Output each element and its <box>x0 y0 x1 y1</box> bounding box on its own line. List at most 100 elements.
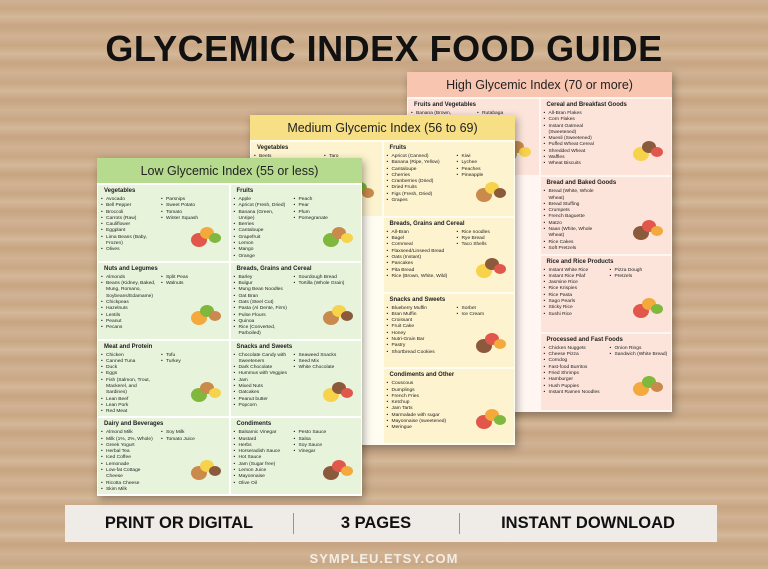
food-section: Nuts and Legumes AlmondsBeans (Kidney, Ba… <box>98 262 229 339</box>
page-header: High Glycemic Index (70 or more) <box>407 72 672 97</box>
food-item: French Fries <box>384 394 454 401</box>
food-item: Soy Milk <box>158 430 218 437</box>
food-item: Fruit Cake <box>384 324 454 331</box>
food-item: Apricot (Canned) <box>384 154 454 161</box>
food-item: Bell Pepper <box>98 203 158 210</box>
food-item: Beans (Kidney, Baked, Mung, Romano, Soyb… <box>98 281 158 300</box>
food-item: All-Bran Flakes <box>541 111 607 118</box>
food-illustration <box>208 310 221 321</box>
food-section: Cereal and Breakfast Goods All-Bran Flake… <box>540 99 671 176</box>
food-section: Fruits Apricot (Canned)Banana (Ripe, Yell… <box>383 142 515 216</box>
food-item: Lean Beef <box>98 397 158 404</box>
food-item: Lentils <box>98 313 158 320</box>
food-item: Sorbet <box>454 306 515 313</box>
food-item: Salsa <box>291 437 351 444</box>
food-item: Hot Sauce <box>231 455 291 462</box>
food-item: Bread Stuffing <box>541 202 607 209</box>
food-item: Barley <box>231 275 291 282</box>
food-illustration <box>494 415 506 425</box>
food-item: Waffles <box>541 155 607 162</box>
food-item: Pasta (Al Dente, Firm) <box>231 306 291 313</box>
food-item: Broccoli <box>98 210 158 217</box>
item-list: AlmondsBeans (Kidney, Baked, Mung, Roman… <box>98 275 158 332</box>
food-item: Vinegar <box>291 449 351 456</box>
food-item: Shortbread Cookies <box>384 350 454 357</box>
food-item: Canned Tuna <box>98 359 158 366</box>
food-item: Hummus with Veggies <box>231 371 291 378</box>
food-item: Berries <box>231 222 291 229</box>
food-item: Mustard <box>231 437 291 444</box>
food-item: Carrots (Raw) <box>98 216 158 223</box>
item-list: Pesto SauceSalsaSoy SauceVinegar <box>291 430 351 455</box>
item-list: ChickenCanned TunaDuckEggsFish (Salmon, … <box>98 353 158 416</box>
guide-page: High Glycemic Index (70 or more) Fruits a… <box>407 72 672 412</box>
food-item: Ice Cream <box>454 312 515 319</box>
food-item: Horseradish Sauce <box>231 449 291 456</box>
section-title: Cereal and Breakfast Goods <box>546 102 627 108</box>
section-title: Breads, Grains and Cereal <box>236 265 312 272</box>
food-item: Marmalade with sugar <box>384 413 454 420</box>
section-title: Condiments <box>236 421 272 428</box>
item-list: Taro <box>321 154 382 161</box>
food-item: Puffed Wheat Cereal <box>541 142 607 149</box>
food-item: Greek Yogurt <box>98 443 158 450</box>
food-item: Chocolate Candy with Sweeteners <box>231 353 291 366</box>
food-item: Skim Milk <box>98 487 158 494</box>
food-item: Red Meat <box>98 409 158 416</box>
item-list: Chocolate Candy with SweetenersDark Choc… <box>231 353 291 410</box>
food-item: Matzo <box>541 221 607 228</box>
food-item: Onion Rings <box>607 346 672 353</box>
food-illustration <box>208 232 221 243</box>
food-item: Sticky Rice <box>541 305 607 312</box>
food-item: Kiwi <box>454 154 515 161</box>
food-section: Vegetables AvocadoBell PepperBroccoliCarr… <box>98 185 229 261</box>
section-title: Vegetables <box>257 145 289 151</box>
section-title: Processed and Fast Foods <box>546 336 623 343</box>
food-item: Chickpeas <box>98 300 158 307</box>
food-section: Dairy and Beverages Almond MilkMilk (1%, … <box>98 418 229 494</box>
food-item: Seaweed Snacks <box>291 353 351 360</box>
section-title: Rice and Rice Products <box>546 258 614 265</box>
food-item: Fish (Salmon, Trout, Mackerel, and Sardi… <box>98 378 158 397</box>
feature-bar: PRINT OR DIGITAL 3 PAGES INSTANT DOWNLOAD <box>65 505 717 542</box>
item-list: PeachPearPlumPomegranate <box>291 197 351 222</box>
section-title: Nuts and Legumes <box>104 265 158 272</box>
food-item: Grapefruit <box>231 235 291 242</box>
food-item: Crumpets <box>541 208 607 215</box>
food-item: All-Bran <box>384 230 454 237</box>
food-item: Bran Muffin <box>384 312 454 319</box>
section-title: Condiments and Other <box>389 372 455 379</box>
food-item: Shredded Wheat <box>541 149 607 156</box>
section-title: Fruits <box>236 188 254 194</box>
food-section: Snacks and Sweets Blueberry MuffinBran Mu… <box>383 293 515 368</box>
item-list: SorbetIce Cream <box>454 306 515 319</box>
food-illustration <box>651 303 663 314</box>
food-item: Corn Flakes <box>541 117 607 124</box>
food-illustration <box>494 187 506 198</box>
food-illustration <box>341 388 353 399</box>
food-item: Banana (Brown, <box>408 111 474 118</box>
food-item: Soft Pretzels <box>541 246 607 253</box>
food-item: Peanut <box>98 319 158 326</box>
food-section: Fruits AppleApricot (Fresh, Dried)Banana … <box>230 185 361 261</box>
food-item: Parsnips <box>158 197 218 204</box>
food-item: Pancakes <box>384 261 454 268</box>
food-item: Cantaloupe <box>231 228 291 235</box>
food-item: Bulgur <box>231 281 291 288</box>
food-item: Cheese Pizza <box>541 352 607 359</box>
food-item: Jasmine Rice <box>541 280 607 287</box>
food-item: Lemonade <box>98 462 158 469</box>
food-item: Dark Chocolate <box>231 365 291 372</box>
item-list: Sourdough BreadTortilla (Whole Grain) <box>291 275 351 288</box>
food-item: Dumplings <box>384 388 454 395</box>
food-section: Meat and Protein ChickenCanned TunaDuckEg… <box>98 340 229 417</box>
item-list: Rice noodlesRye BreadTaco Shells <box>454 230 515 249</box>
food-item: Dried Fruits <box>384 185 454 192</box>
food-item: Rice noodles <box>454 230 515 237</box>
food-item: Oat Bran <box>231 294 291 301</box>
food-item: Olive Oil <box>231 481 291 488</box>
food-illustration <box>518 147 531 158</box>
food-illustration <box>651 147 663 158</box>
food-item: Orange <box>231 254 291 261</box>
item-list: KiwiLycheePeachesPineapple <box>454 154 515 179</box>
